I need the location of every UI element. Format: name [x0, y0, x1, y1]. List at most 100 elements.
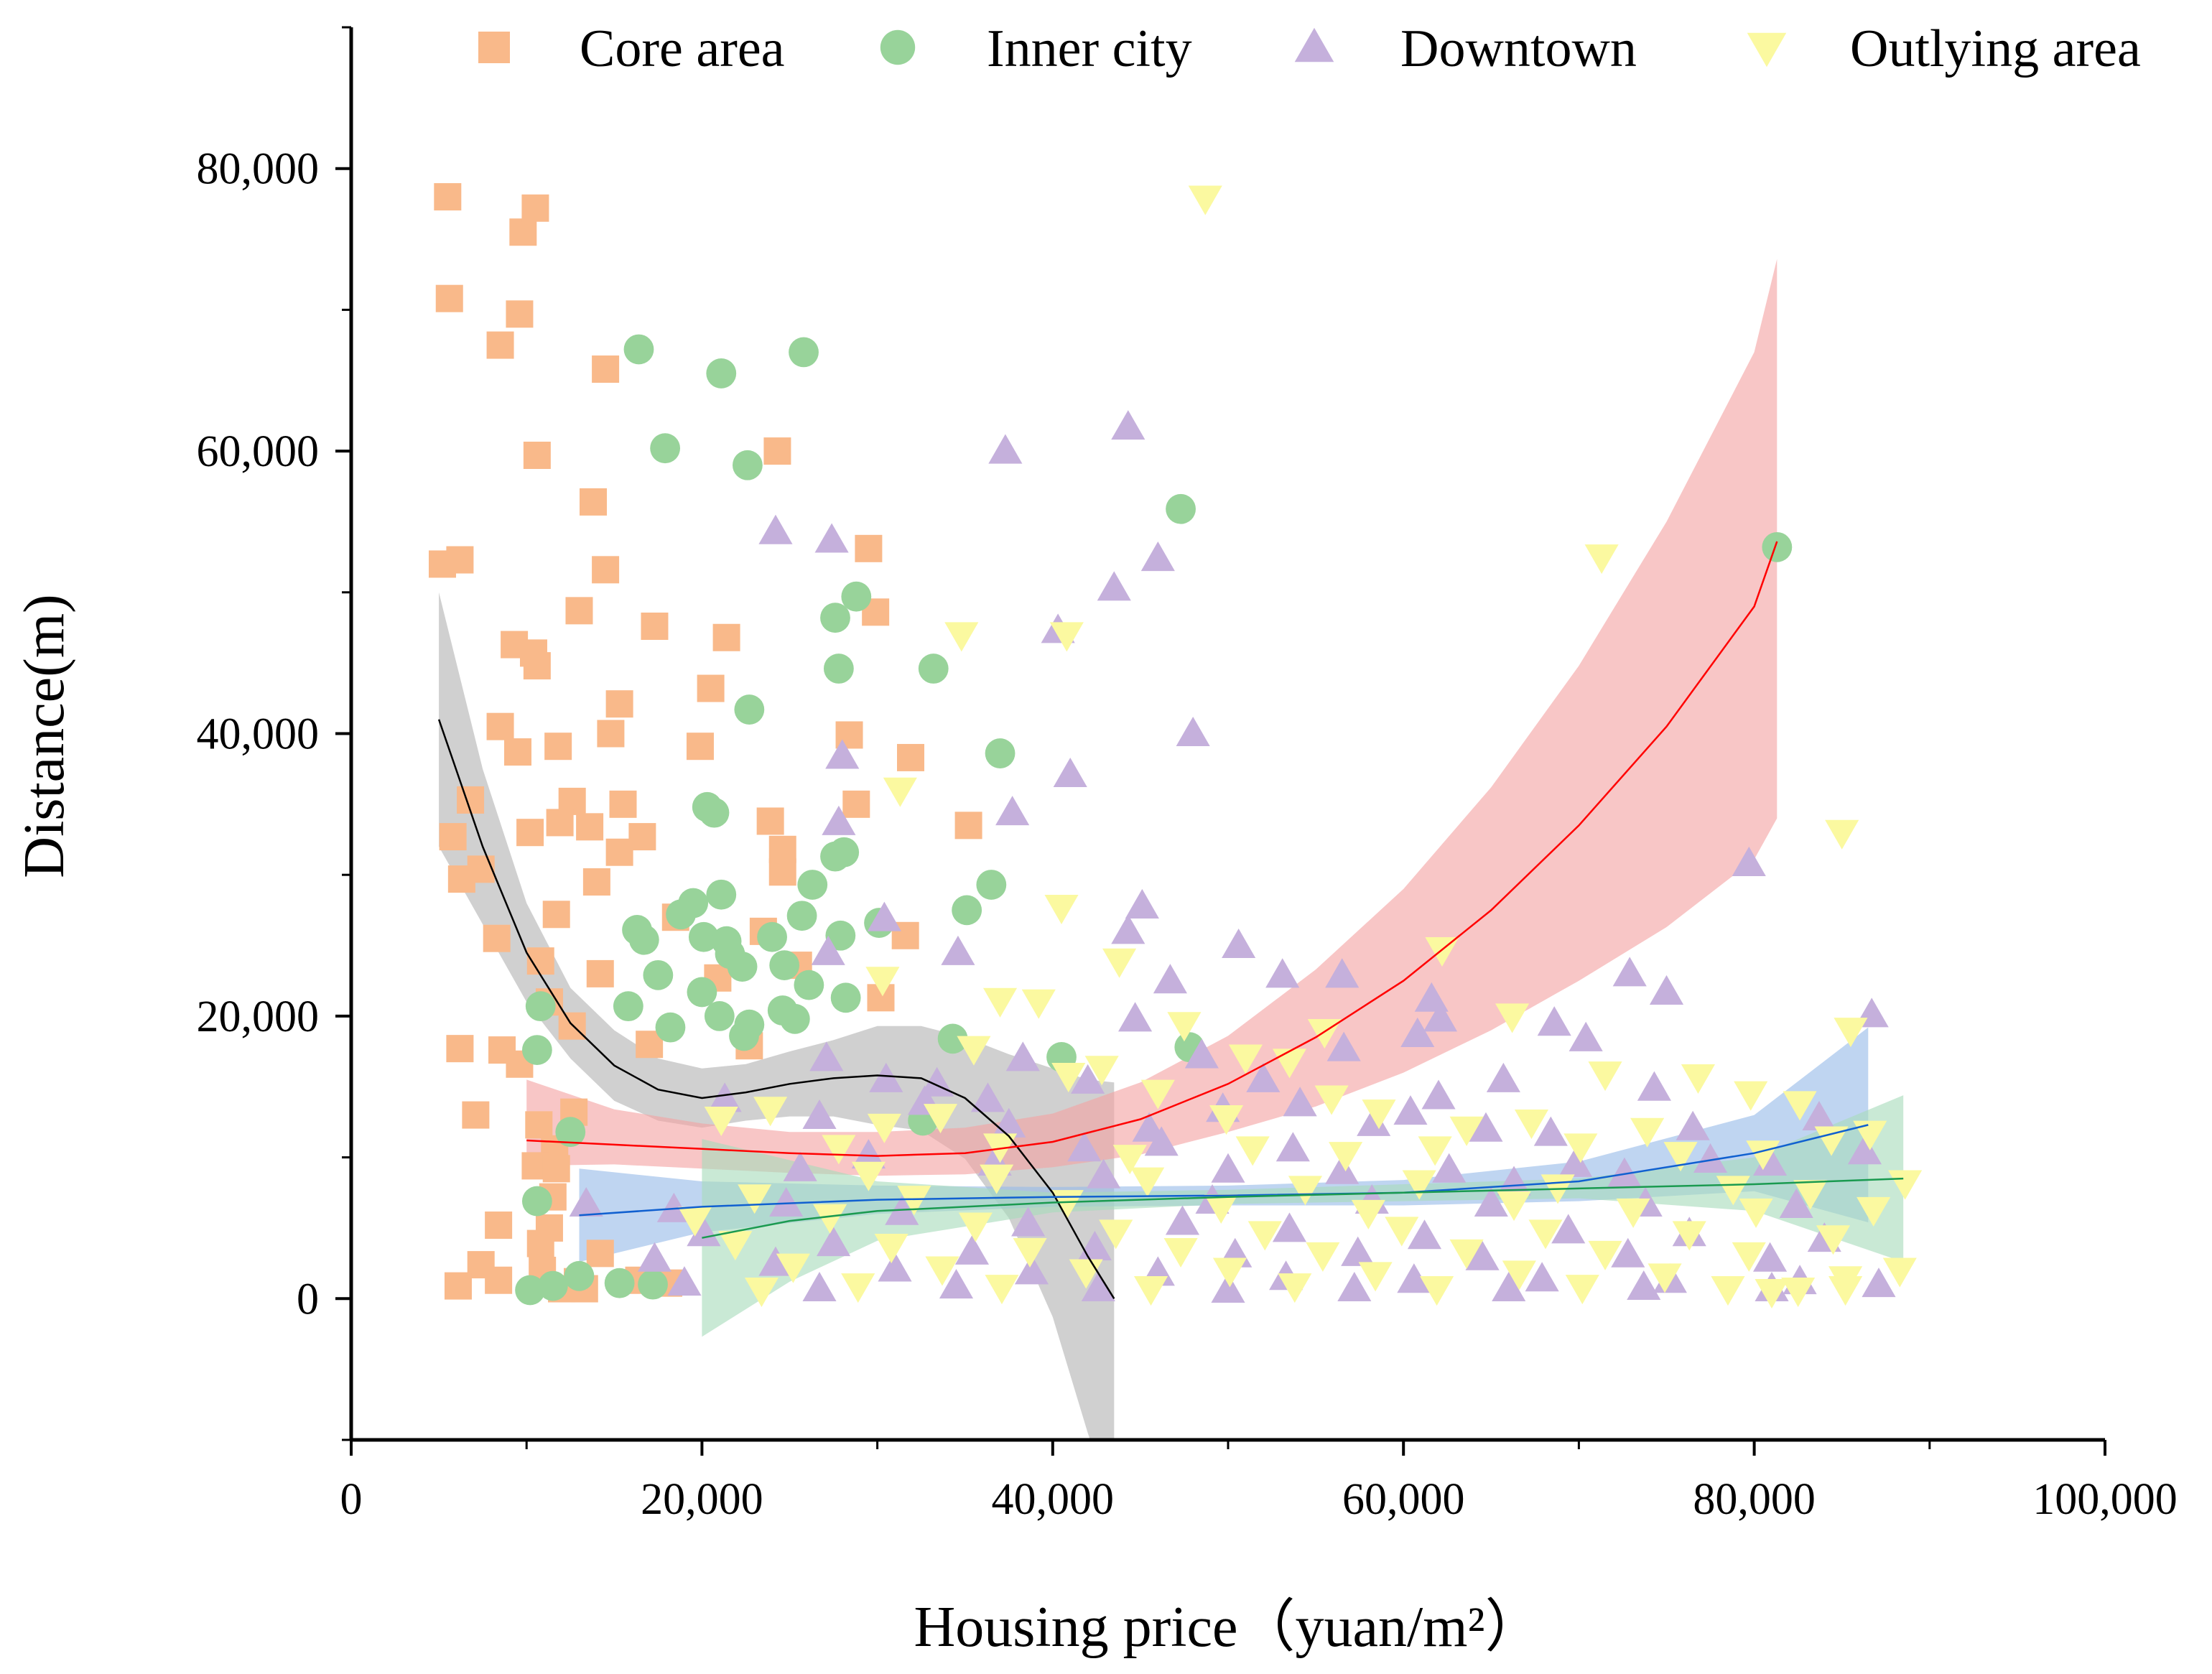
data-point-2-78 [656, 1192, 691, 1222]
data-point-2-99 [878, 1252, 912, 1282]
data-point-0-44 [768, 858, 796, 886]
data-point-2-32 [1184, 1038, 1219, 1069]
data-point-2-16 [941, 935, 975, 965]
data-point-0-0 [434, 183, 462, 211]
data-point-2-38 [809, 1041, 844, 1071]
data-point-0-43 [582, 868, 610, 896]
x-tick-labels: 0 20,000 40,000 60,000 80,000 100,000 [340, 1475, 2178, 1524]
data-point-1-47 [521, 1035, 552, 1066]
data-point-1-8 [820, 603, 850, 633]
data-point-2-67 [1607, 1157, 1642, 1187]
axis-ticks [335, 26, 2106, 1456]
data-point-3-12 [1495, 1003, 1530, 1033]
data-point-1-16 [820, 841, 850, 872]
x-tick-label-0: 0 [340, 1475, 363, 1524]
y-tick-label-0: 0 [297, 1275, 319, 1324]
data-point-2-110 [1081, 1271, 1115, 1302]
data-point-3-45 [1663, 1142, 1698, 1172]
data-point-3-91 [841, 1273, 875, 1303]
data-point-2-37 [1421, 1079, 1456, 1110]
data-point-0-64 [462, 1101, 490, 1129]
data-point-3-19 [1228, 1044, 1263, 1074]
data-point-3-53 [1716, 1176, 1750, 1206]
data-point-0-38 [842, 790, 870, 818]
data-point-3-76 [1013, 1237, 1047, 1268]
data-point-2-55 [992, 1107, 1026, 1138]
data-point-3-62 [1616, 1198, 1650, 1228]
data-point-1-53 [515, 1275, 545, 1306]
data-point-0-34 [576, 813, 604, 841]
data-point-1-45 [525, 991, 556, 1022]
data-point-3-4 [883, 777, 917, 807]
data-point-2-82 [1165, 1205, 1200, 1235]
data-point-3-83 [776, 1253, 810, 1283]
legend-item-0: Core area [478, 19, 785, 78]
data-point-3-71 [1528, 1219, 1563, 1250]
legend-label-2: Downtown [1400, 19, 1637, 78]
data-point-2-95 [1611, 1237, 1645, 1268]
data-point-1-33 [769, 950, 800, 980]
data-point-2-79 [769, 1186, 804, 1217]
data-point-3-63 [1739, 1198, 1773, 1228]
legend-marker-0 [478, 32, 510, 63]
data-point-2-97 [637, 1242, 672, 1272]
data-point-3-82 [1882, 1257, 1917, 1288]
data-point-3-41 [1235, 1136, 1270, 1166]
data-point-2-48 [1676, 1110, 1710, 1140]
data-point-0-21 [697, 674, 725, 702]
data-point-1-57 [638, 1269, 668, 1300]
data-point-2-53 [802, 1099, 837, 1130]
data-point-0-29 [896, 743, 924, 771]
data-point-3-24 [1051, 1063, 1086, 1093]
data-point-2-7 [1176, 716, 1210, 746]
data-point-2-85 [1551, 1214, 1586, 1244]
data-point-1-11 [734, 694, 765, 725]
data-point-2-74 [1474, 1186, 1508, 1217]
data-point-3-29 [867, 1113, 901, 1143]
data-point-1-26 [688, 921, 719, 952]
x-tick-label-4: 80,000 [1693, 1475, 1816, 1524]
data-point-2-24 [1153, 964, 1187, 994]
data-point-3-75 [874, 1234, 908, 1264]
x-tick-label-3: 60,000 [1342, 1475, 1465, 1524]
data-point-3-2 [944, 622, 979, 652]
data-point-0-32 [609, 790, 637, 818]
legend-label-3: Outlying area [1850, 19, 2141, 78]
data-point-2-0 [1111, 410, 1146, 440]
data-point-3-25 [1140, 1079, 1175, 1110]
data-point-1-48 [729, 1020, 759, 1051]
data-point-1-35 [687, 977, 717, 1008]
data-point-2-94 [1465, 1240, 1500, 1270]
data-point-2-89 [816, 1227, 851, 1257]
data-point-2-68 [783, 1151, 817, 1181]
data-point-1-12 [985, 738, 1016, 768]
data-point-3-100 [1828, 1276, 1863, 1306]
data-point-1-36 [794, 969, 824, 1000]
data-point-3-57 [897, 1186, 931, 1216]
legend-marker-3 [1747, 32, 1787, 68]
data-point-1-14 [699, 797, 730, 828]
data-point-3-95 [1420, 1276, 1454, 1306]
data-point-2-98 [758, 1246, 793, 1276]
data-point-2-11 [822, 805, 856, 835]
data-point-3-59 [1204, 1194, 1238, 1224]
data-point-0-77 [485, 1266, 513, 1294]
data-point-3-11 [1425, 936, 1459, 967]
data-point-2-36 [1246, 1062, 1281, 1092]
data-point-2-69 [851, 1139, 886, 1169]
data-point-0-47 [542, 901, 570, 929]
data-point-2-42 [1071, 1064, 1105, 1094]
data-point-1-42 [779, 1003, 810, 1034]
data-point-1-19 [706, 879, 737, 910]
y-axis-title: Distance(m) [13, 594, 76, 878]
data-point-2-34 [1486, 1062, 1520, 1092]
data-point-2-63 [1211, 1153, 1245, 1183]
data-point-1-51 [555, 1117, 586, 1148]
data-point-2-21 [1612, 957, 1647, 987]
data-point-2-49 [1802, 1100, 1836, 1131]
data-point-1-10 [918, 654, 949, 684]
legend-item-2: Downtown [1294, 19, 1637, 78]
data-point-0-46 [447, 865, 475, 893]
data-point-0-65 [525, 1111, 553, 1139]
